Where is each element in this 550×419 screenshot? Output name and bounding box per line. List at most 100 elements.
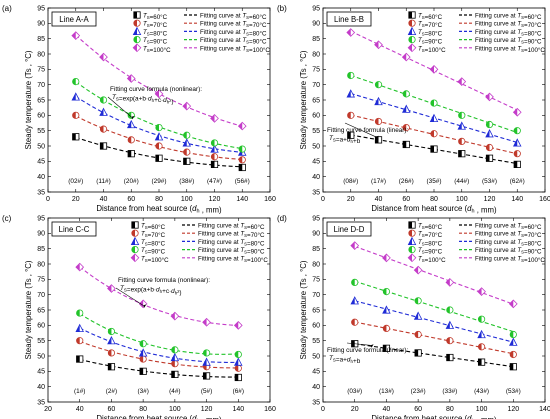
sensor-label: (4#) <box>169 388 180 395</box>
y-tick-label: 65 <box>37 97 45 104</box>
legend-marker <box>407 236 417 246</box>
data-point-60 <box>430 145 438 153</box>
data-point-90 <box>446 306 454 314</box>
legend-curve-label: Fitting curve at TS=80°C <box>475 29 542 38</box>
y-tick-label: 40 <box>37 384 45 391</box>
y-tick-label: 95 <box>312 5 320 12</box>
data-point-90 <box>382 287 391 296</box>
y-tick-label: 35 <box>37 399 45 406</box>
legend-marker <box>131 221 139 229</box>
y-tick-label: 50 <box>312 353 320 360</box>
data-point-70 <box>238 156 246 164</box>
formula-text: TS=a+dh+b <box>329 355 361 365</box>
x-tick-label: 20 <box>351 406 359 413</box>
legend-curve-label: Fitting curve at TS=100°C <box>200 45 270 54</box>
data-point-60 <box>485 154 494 162</box>
y-tick-label: 70 <box>37 82 45 89</box>
sensor-label: (38#) <box>179 178 194 185</box>
x-tick-label: 140 <box>511 196 523 203</box>
x-tick-label: 100 <box>181 196 193 203</box>
y-tick-label: 55 <box>37 338 45 345</box>
formula-arrow <box>344 122 376 138</box>
sensor-label: (2#) <box>106 388 117 395</box>
data-point-80 <box>350 296 359 305</box>
x-tick-label: 20 <box>44 406 52 413</box>
data-point-80 <box>401 104 411 113</box>
sensor-label: (11#) <box>96 178 110 185</box>
sensor-label: (5#) <box>201 388 212 395</box>
legend-marker <box>131 246 139 254</box>
line-label-box <box>326 11 372 27</box>
legend-marker <box>408 246 416 254</box>
y-tick-label: 60 <box>37 113 45 120</box>
legend-curve-label: Fitting curve at TS=70°C <box>200 21 267 30</box>
legend-curve-label: Fitting curve at TS=80°C <box>475 239 542 248</box>
y-tick-label: 50 <box>312 143 320 150</box>
legend-marker <box>130 253 140 263</box>
legend-curve-label: Fitting curve at TS=100°C <box>475 255 545 264</box>
data-point-100 <box>401 52 411 62</box>
data-point-70 <box>183 148 191 156</box>
x-tick-label: 20 <box>347 196 355 203</box>
x-tick-label: 60 <box>414 406 422 413</box>
legend-curve-label: Fitting curve at TS=70°C <box>198 231 265 240</box>
x-tick-label: 160 <box>264 406 276 413</box>
legend-curve-label: Fitting curve at TS=80°C <box>200 29 267 38</box>
fit-curve-80 <box>79 327 239 363</box>
fit-curve-100 <box>79 266 239 326</box>
line-label: Line B-B <box>334 15 364 24</box>
data-point-80 <box>512 138 522 147</box>
data-point-60 <box>234 373 242 382</box>
sensor-label: (3#) <box>137 388 148 395</box>
sensor-label: (6#) <box>233 388 244 395</box>
legend-point-label: TS=60°C <box>418 13 443 22</box>
data-point-80 <box>107 335 116 345</box>
data-point-100 <box>508 299 518 309</box>
x-tick-label: 120 <box>201 406 213 413</box>
y-tick-label: 75 <box>312 277 320 284</box>
data-point-90 <box>509 330 517 339</box>
legend-marker <box>130 236 140 246</box>
legend-marker <box>408 19 416 27</box>
data-point-90 <box>414 297 422 305</box>
data-point-70 <box>234 364 242 372</box>
legend-point-label: TS=70°C <box>418 21 443 30</box>
legend-marker <box>133 35 141 44</box>
data-point-60 <box>458 150 466 158</box>
y-tick-label: 45 <box>37 369 45 376</box>
fit-curve-90 <box>354 280 514 333</box>
x-tick-label: 20 <box>72 196 80 203</box>
fit-curve-60 <box>79 358 239 378</box>
y-tick-label: 65 <box>37 307 45 314</box>
panel-letter: (b) <box>277 4 287 13</box>
legend-point-label: TS=90°C <box>141 247 166 256</box>
legend-curve-label: Fitting curve at TS=70°C <box>475 231 542 240</box>
y-axis-label: Steady temperature (Ts , °C) <box>24 50 33 149</box>
legend-marker <box>407 253 417 263</box>
y-tick-label: 85 <box>312 246 320 253</box>
line-label-box <box>51 221 97 237</box>
x-tick-label: 0 <box>321 196 325 203</box>
x-tick-label: 100 <box>169 406 181 413</box>
data-point-70 <box>155 142 163 150</box>
x-tick-label: 40 <box>375 196 383 203</box>
y-tick-label: 80 <box>37 51 45 58</box>
data-point-80 <box>99 107 108 116</box>
legend-point-label: TS=70°C <box>143 21 168 30</box>
data-point-100 <box>346 28 356 37</box>
data-point-80 <box>154 132 164 141</box>
data-point-60 <box>76 355 84 363</box>
fit-curve-90 <box>79 313 239 355</box>
data-point-70 <box>210 153 219 161</box>
data-point-60 <box>477 358 486 366</box>
data-point-80 <box>126 119 136 129</box>
legend-point-label: TS=100°C <box>418 255 446 264</box>
y-tick-label: 85 <box>37 36 45 43</box>
fit-curve-70 <box>79 340 239 369</box>
data-point-90 <box>234 350 242 359</box>
x-tick-label: 60 <box>108 406 116 413</box>
data-point-80 <box>210 144 219 153</box>
sensor-label: (23#) <box>411 388 426 395</box>
x-tick-label: 80 <box>139 406 147 413</box>
legend-marker <box>132 26 142 35</box>
